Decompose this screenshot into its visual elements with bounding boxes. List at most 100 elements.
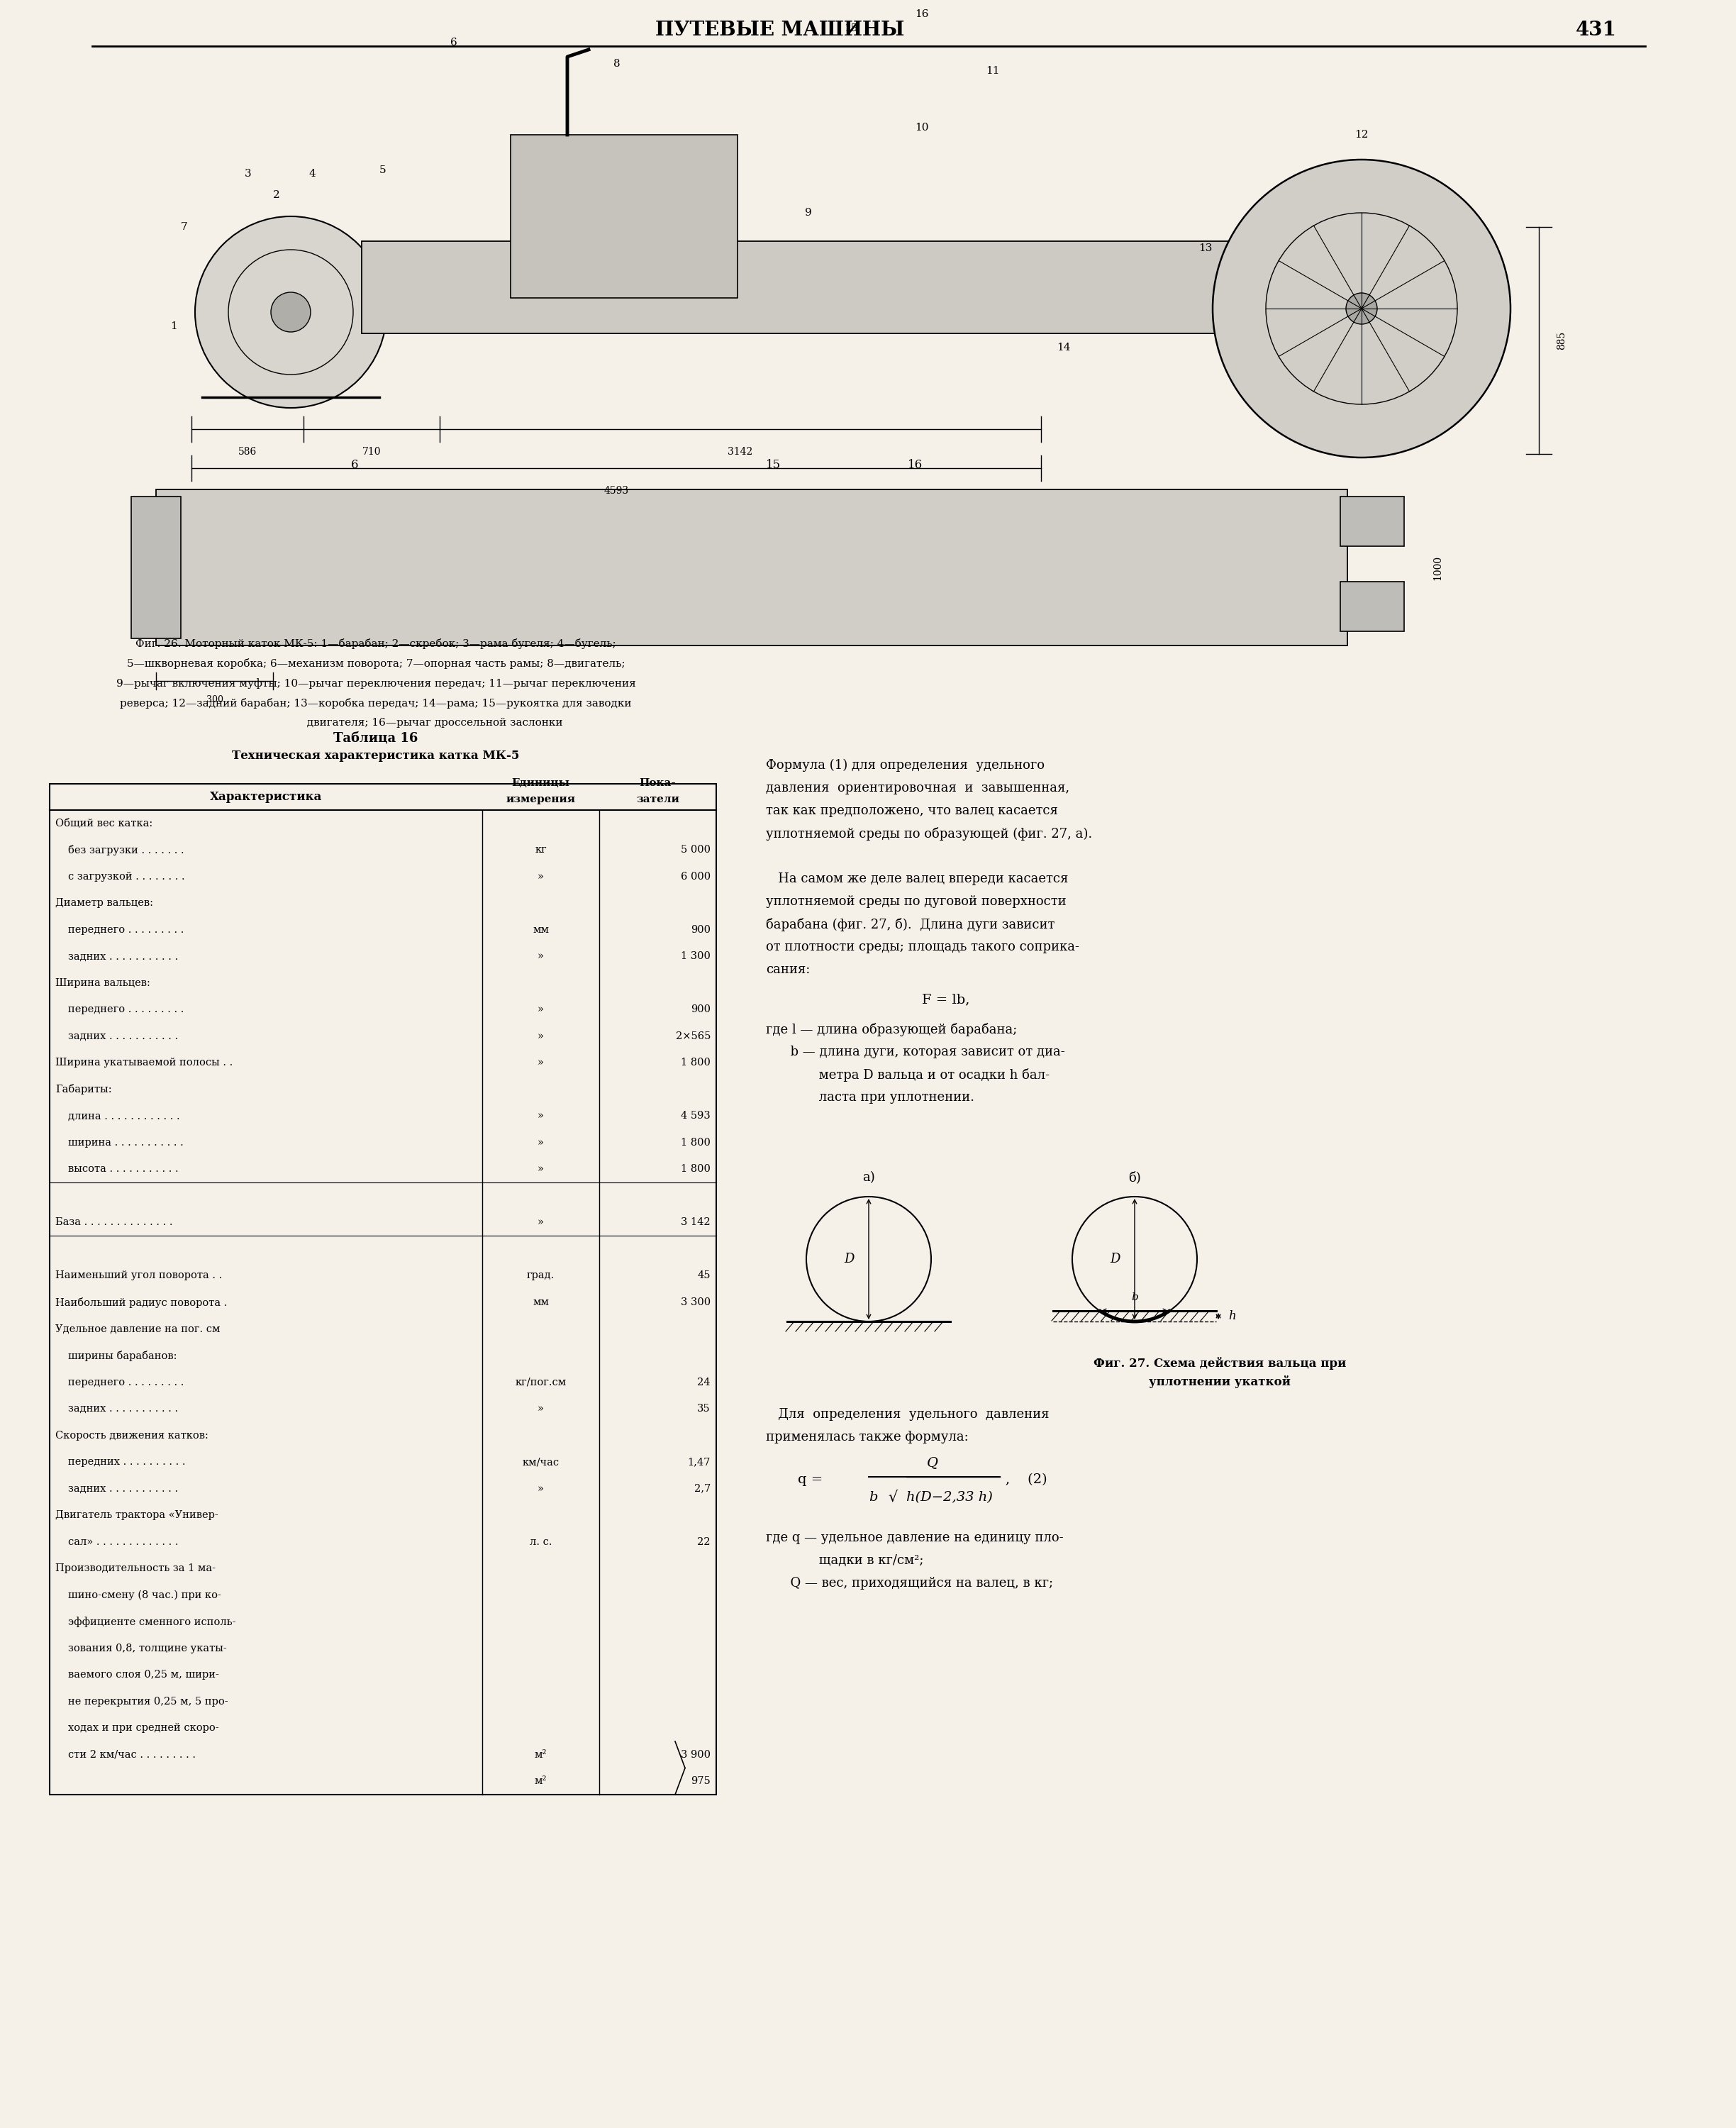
Text: F = lb,: F = lb, [922,994,970,1007]
Text: затели: затели [635,794,679,804]
Text: м²: м² [535,1777,547,1785]
Text: 3 142: 3 142 [681,1217,710,1228]
Text: »: » [538,1217,543,1228]
Text: Габариты:: Габариты: [56,1083,111,1094]
Text: 3 300: 3 300 [681,1298,710,1307]
Text: мм: мм [533,1298,549,1307]
Text: 13: 13 [1198,243,1212,253]
Text: Характеристика: Характеристика [210,792,323,802]
Text: высота . . . . . . . . . . .: высота . . . . . . . . . . . [68,1164,179,1175]
Bar [156,489,1347,645]
Text: 1 300: 1 300 [681,951,710,962]
Text: так как предположено, что валец касается: так как предположено, что валец касается [766,804,1057,817]
Text: 4: 4 [309,168,316,179]
Text: Ширина вальцев:: Ширина вальцев: [56,979,151,987]
Text: 4593: 4593 [604,485,628,496]
Text: Фиг. 27. Схема действия вальца при: Фиг. 27. Схема действия вальца при [1094,1358,1345,1370]
Text: 4 593: 4 593 [681,1111,710,1121]
Text: »: » [538,1058,543,1068]
Text: 5—шкворневая коробка; 6—механизм поворота; 7—опорная часть рамы; 8—двигатель;: 5—шкворневая коробка; 6—механизм поворот… [127,658,625,668]
Text: от плотности среды; площадь такого соприка-: от плотности среды; площадь такого сопри… [766,941,1080,953]
Text: База . . . . . . . . . . . . . .: База . . . . . . . . . . . . . . [56,1217,172,1228]
Text: кг/пог.см: кг/пог.см [516,1377,566,1387]
Bar [132,496,181,638]
Text: уплотняемой среды по образующей (фиг. 27, а).: уплотняемой среды по образующей (фиг. 27… [766,828,1092,841]
Text: зования 0,8, толщине укаты-: зования 0,8, толщине укаты- [68,1643,227,1653]
Text: 586: 586 [238,447,257,458]
Text: »: » [538,1138,543,1147]
Text: щадки в кг/см²;: щадки в кг/см²; [766,1553,924,1566]
Text: задних . . . . . . . . . . .: задних . . . . . . . . . . . [68,1032,179,1041]
Text: давления  ориентировочная  и  завышенная,: давления ориентировочная и завышенная, [766,781,1069,794]
Text: 885: 885 [1557,332,1566,349]
Text: Таблица 16: Таблица 16 [333,732,418,745]
Text: 11: 11 [986,66,1000,77]
Text: ласта при уплотнении.: ласта при уплотнении. [766,1092,974,1104]
Text: 431: 431 [1576,21,1616,40]
Text: применялась также формула:: применялась также формула: [766,1430,969,1443]
Text: 300: 300 [207,696,222,704]
Text: град.: град. [526,1270,554,1281]
Text: 1 800: 1 800 [681,1138,710,1147]
Text: 2: 2 [273,189,279,200]
Text: 24: 24 [698,1377,710,1387]
Text: не перекрытия 0,25 м, 5 про-: не перекрытия 0,25 м, 5 про- [68,1696,227,1707]
Text: √: √ [887,1492,898,1504]
Text: Техническая характеристика катка МК-5: Техническая характеристика катка МК-5 [233,749,519,762]
Text: »: » [538,1404,543,1413]
Text: h: h [1229,1311,1236,1321]
Text: 6 000: 6 000 [681,872,710,881]
Text: кг: кг [535,845,547,855]
Text: ,    (2): , (2) [1005,1473,1047,1485]
Text: задних . . . . . . . . . . .: задних . . . . . . . . . . . [68,951,179,962]
Text: »: » [538,951,543,962]
Text: 975: 975 [691,1777,710,1785]
Text: 900: 900 [691,1004,710,1015]
Text: переднего . . . . . . . . .: переднего . . . . . . . . . [68,926,184,934]
Text: q =: q = [799,1473,823,1485]
Text: »: » [538,1032,543,1041]
Text: сания:: сания: [766,964,811,977]
Text: уплотняемой среды по дуговой поверхности: уплотняемой среды по дуговой поверхности [766,896,1066,909]
Text: 3: 3 [245,168,252,179]
Text: 900: 900 [691,926,710,934]
Text: ваемого слоя 0,25 м, шири-: ваемого слоя 0,25 м, шири- [68,1670,219,1679]
Text: задних . . . . . . . . . . .: задних . . . . . . . . . . . [68,1483,179,1494]
Text: b: b [1132,1292,1139,1302]
Text: Производительность за 1 ма-: Производительность за 1 ма- [56,1564,215,1573]
Text: ходах и при средней скоро-: ходах и при средней скоро- [68,1724,219,1732]
Text: шино-смену (8 час.) при ко-: шино-смену (8 час.) при ко- [68,1590,220,1600]
Text: 9: 9 [806,209,812,217]
Circle shape [1213,160,1510,458]
Text: 16: 16 [908,460,922,470]
Text: 6: 6 [450,38,457,47]
Text: Наименьший угол поворота . .: Наименьший угол поворота . . [56,1270,222,1281]
Text: Q: Q [927,1456,937,1468]
Text: 1: 1 [170,321,177,332]
Text: 9—рычаг включения муфты; 10—рычаг переключения передач; 11—рычаг переключения: 9—рычаг включения муфты; 10—рычаг перекл… [116,679,635,689]
Text: »: » [538,1111,543,1121]
Text: где l — длина образующей барабана;: где l — длина образующей барабана; [766,1024,1017,1036]
Text: переднего . . . . . . . . .: переднего . . . . . . . . . [68,1377,184,1387]
Text: 10: 10 [915,123,929,132]
Text: 8: 8 [613,60,620,68]
Bar [510,134,738,298]
Text: мм: мм [533,926,549,934]
Circle shape [1345,294,1377,323]
Text: Скорость движения катков:: Скорость движения катков: [56,1430,208,1441]
Text: б): б) [1128,1170,1141,1183]
Text: Единицы: Единицы [512,779,569,787]
Text: b: b [868,1492,878,1504]
Text: л. с.: л. с. [529,1536,552,1547]
Text: h(D−2,33 h): h(D−2,33 h) [906,1492,993,1504]
Text: 710: 710 [363,447,380,458]
Text: b — длина дуги, которая зависит от диа-: b — длина дуги, которая зависит от диа- [766,1045,1064,1058]
Text: »: » [538,872,543,881]
Text: передних . . . . . . . . . .: передних . . . . . . . . . . [68,1458,186,1466]
Text: Удельное давление на пог. см: Удельное давление на пог. см [56,1324,220,1334]
Text: Фиг. 26. Моторный каток МК-5: 1—барабан; 2—скребок; 3—рама бугеля; 4—бугель;: Фиг. 26. Моторный каток МК-5: 1—барабан;… [135,638,616,649]
Text: км/час: км/час [523,1458,559,1466]
Text: 3142: 3142 [727,447,753,458]
Text: Формула (1) для определения  удельного: Формула (1) для определения удельного [766,760,1045,772]
Text: 1 800: 1 800 [681,1164,710,1175]
